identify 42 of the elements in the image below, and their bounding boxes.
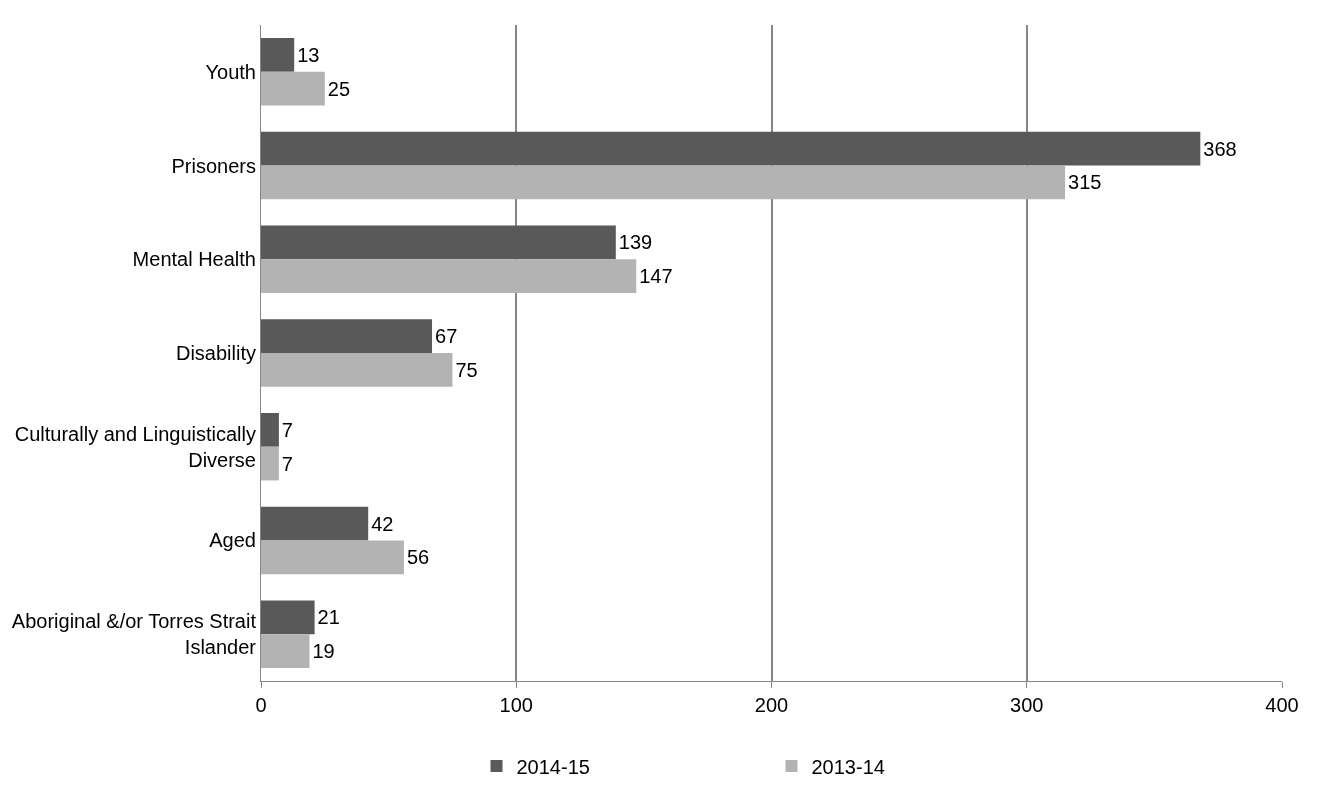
data-label: 19	[312, 640, 335, 663]
bar	[261, 131, 1201, 166]
y-tick-label: Youth	[205, 60, 256, 83]
bar	[261, 71, 325, 106]
y-tick-label: Aboriginal &/or Torres Strait Islander	[11, 610, 257, 659]
y-tick-label: Disability	[175, 342, 256, 364]
data-label: 42	[371, 512, 394, 535]
bar	[261, 446, 279, 481]
y-tick-label: Aged	[209, 529, 256, 552]
x-tick-label: 0	[255, 694, 267, 716]
data-label: 368	[1203, 137, 1237, 160]
legend-label: 2014-15	[516, 755, 590, 778]
data-label: 25	[327, 77, 351, 100]
bar	[261, 600, 315, 635]
bar	[261, 634, 310, 668]
data-label: 21	[317, 606, 340, 629]
bar	[261, 38, 295, 72]
x-tick-label: 200	[754, 694, 789, 716]
data-label: 67	[435, 325, 458, 348]
bar	[261, 165, 1066, 200]
data-label: 139	[618, 231, 653, 254]
y-tick-label: Culturally and Linguistically Diverse	[14, 422, 256, 471]
bar	[261, 506, 369, 541]
bar	[261, 412, 279, 447]
y-tick-label: Prisoners	[171, 154, 256, 177]
data-label: 56	[406, 546, 430, 569]
data-label: 147	[639, 265, 673, 288]
bar	[261, 259, 637, 294]
bar	[261, 319, 433, 353]
data-label: 13	[297, 43, 320, 66]
bar	[261, 540, 404, 575]
x-tick-label: 400	[1265, 694, 1299, 716]
legend-label: 2013-14	[811, 755, 885, 778]
data-label: 7	[281, 418, 293, 441]
x-tick-label: 100	[499, 694, 533, 716]
bar	[261, 353, 453, 387]
data-label: 315	[1068, 171, 1102, 194]
x-tick-label: 300	[1010, 694, 1044, 716]
data-label: 75	[455, 358, 478, 381]
bar	[261, 225, 616, 260]
data-label: 7	[281, 452, 293, 475]
y-tick-label: Mental Health	[132, 248, 256, 271]
